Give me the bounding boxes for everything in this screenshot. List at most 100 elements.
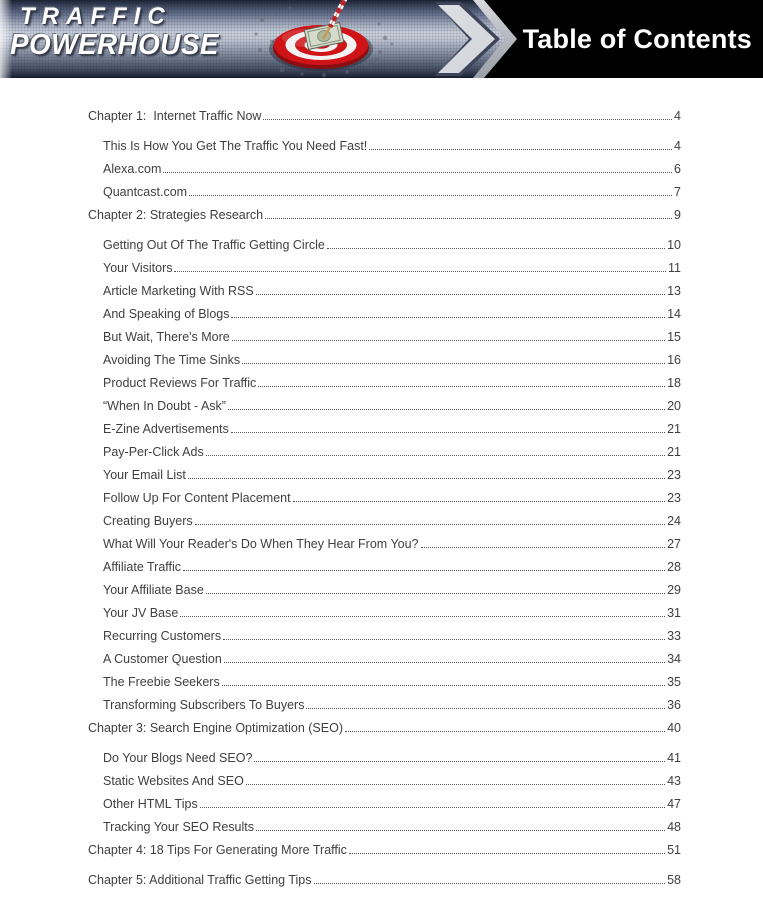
toc-entry-chapter[interactable]: Chapter 4: 18 Tips For Generating More T… (88, 843, 681, 858)
logo-line2: POWERHOUSE (10, 29, 219, 61)
dot-leader (174, 271, 667, 272)
toc-entry-page: 4 (674, 139, 681, 153)
toc-entry-page: 47 (667, 797, 681, 811)
toc-entry-sub[interactable]: E-Zine Advertisements 21 (103, 422, 681, 437)
toc-entry-sub[interactable]: Avoiding The Time Sinks 16 (103, 353, 681, 368)
toc-entry-sub[interactable]: Static Websites And SEO 43 (103, 774, 681, 789)
toc-entry-sub[interactable]: Alexa.com 6 (103, 162, 681, 177)
toc-entry-sub[interactable]: And Speaking of Blogs 14 (103, 307, 681, 322)
toc-entry-sub[interactable]: Creating Buyers 24 (103, 514, 681, 529)
toc-entry-sub[interactable]: Quantcast.com 7 (103, 185, 681, 200)
toc-entry-page: 13 (667, 284, 681, 298)
metal-gradient-panel (0, 0, 505, 78)
toc-entry-sub[interactable]: The Freebie Seekers 35 (103, 675, 681, 690)
toc-entry-chapter[interactable]: Chapter 5: Additional Traffic Getting Ti… (88, 873, 681, 888)
toc-entry-page: 36 (667, 698, 681, 712)
toc-entry-sub[interactable]: But Wait, There's More 15 (103, 330, 681, 345)
toc-entry-sub[interactable]: Article Marketing With RSS 13 (103, 284, 681, 299)
toc-entry-sub[interactable]: Your Affiliate Base 29 (103, 583, 681, 598)
toc-entry-page: 6 (674, 162, 681, 176)
toc-entry-page: 15 (667, 330, 681, 344)
toc-entry-sub[interactable]: Tracking Your SEO Results 48 (103, 820, 681, 835)
dot-leader (180, 616, 666, 617)
dot-leader (292, 501, 666, 502)
toc-entry-label: The Freebie Seekers (103, 675, 220, 689)
toc-entry-sub[interactable]: Follow Up For Content Placement 23 (103, 491, 681, 506)
dot-leader (221, 685, 666, 686)
toc-entry-page: 41 (667, 751, 681, 765)
toc-entry-sub[interactable]: What Will Your Reader's Do When They Hea… (103, 537, 681, 552)
toc-entry-page: 31 (667, 606, 681, 620)
toc-entry-page: 29 (667, 583, 681, 597)
toc-entry-sub[interactable]: Your Email List 23 (103, 468, 681, 483)
toc-entry-sub[interactable]: Getting Out Of The Traffic Getting Circl… (103, 238, 681, 253)
toc-entry-chapter[interactable]: Chapter 1: Internet Traffic Now 4 (88, 109, 681, 124)
toc-entry-page: 24 (667, 514, 681, 528)
toc-entry-page: 14 (667, 307, 681, 321)
dot-leader (187, 478, 666, 479)
dot-leader (194, 524, 666, 525)
dot-leader (245, 784, 666, 785)
toc-entry-label: Affiliate Traffic (103, 560, 182, 574)
toc-entry-sub[interactable]: Affiliate Traffic 28 (103, 560, 681, 575)
toc-entry-chapter[interactable]: Chapter 2: Strategies Research 9 (88, 208, 681, 223)
page-title: Table of Contents (522, 23, 752, 54)
dot-leader (344, 731, 666, 732)
toc-entry-sub[interactable]: Recurring Customers 33 (103, 629, 681, 644)
toc-entry-label: Chapter 1: Internet Traffic Now (88, 109, 262, 123)
toc-entry-chapter[interactable]: Chapter 3: Search Engine Optimization (S… (88, 721, 681, 736)
dot-leader (227, 409, 666, 410)
dot-leader (205, 593, 666, 594)
dot-leader (265, 218, 673, 219)
table-of-contents: Chapter 1: Internet Traffic Now 4 This I… (0, 78, 763, 888)
toc-entry-label: Creating Buyers (103, 514, 193, 528)
toc-entry-label: Avoiding The Time Sinks (103, 353, 241, 367)
dot-leader (163, 172, 673, 173)
toc-entry-sub[interactable]: Transforming Subscribers To Buyers 36 (103, 698, 681, 713)
dot-leader (189, 195, 673, 196)
toc-entry-sub[interactable]: Product Reviews For Traffic 18 (103, 376, 681, 391)
dart-icon (321, 0, 348, 40)
toc-entry-label: Your Email List (103, 468, 186, 482)
toc-entry-label: Product Reviews For Traffic (103, 376, 257, 390)
toc-entry-sub[interactable]: “When In Doubt - Ask” 20 (103, 399, 681, 414)
toc-entry-label: Static Websites And SEO (103, 774, 244, 788)
toc-entry-label: Chapter 4: 18 Tips For Generating More T… (88, 843, 347, 857)
toc-entry-page: 18 (667, 376, 681, 390)
traffic-powerhouse-logo: TRAFFIC POWERHOUSE (10, 4, 228, 61)
dot-leader (420, 547, 666, 548)
toc-entry-page: 27 (667, 537, 681, 551)
toc-entry-sub[interactable]: Pay-Per-Click Ads 21 (103, 445, 681, 460)
splatter-speckles (254, 6, 394, 78)
toc-entry-sub[interactable]: Other HTML Tips 47 (103, 797, 681, 812)
toc-entry-label: Follow Up For Content Placement (103, 491, 291, 505)
toc-entry-label: Other HTML Tips (103, 797, 198, 811)
toc-entry-label: What Will Your Reader's Do When They Hea… (103, 537, 419, 551)
toc-entry-page: 48 (667, 820, 681, 834)
toc-entry-label: Transforming Subscribers To Buyers (103, 698, 305, 712)
toc-entry-sub[interactable]: Your JV Base 31 (103, 606, 681, 621)
toc-entry-sub[interactable]: A Customer Question 34 (103, 652, 681, 667)
toc-entry-page: 10 (667, 238, 681, 252)
toc-entry-page: 20 (667, 399, 681, 413)
toc-entry-page: 35 (667, 675, 681, 689)
toc-entry-sub[interactable]: This Is How You Get The Traffic You Need… (103, 139, 681, 154)
dot-leader (313, 883, 666, 884)
toc-entry-sub[interactable]: Your Visitors 11 (103, 261, 681, 276)
toc-entry-page: 9 (674, 208, 681, 222)
toc-entry-label: Your Visitors (103, 261, 173, 275)
dot-leader (263, 119, 673, 120)
dot-leader (230, 432, 666, 433)
dot-leader (254, 761, 666, 762)
toc-entry-label: E-Zine Advertisements (103, 422, 229, 436)
toc-entry-page: 28 (667, 560, 681, 574)
toc-entry-label: Quantcast.com (103, 185, 188, 199)
toc-entry-label: Chapter 3: Search Engine Optimization (S… (88, 721, 343, 735)
dot-leader (199, 807, 666, 808)
dot-leader (258, 386, 666, 387)
toc-entry-sub[interactable]: Do Your Blogs Need SEO? 41 (103, 751, 681, 766)
toc-entry-label: Getting Out Of The Traffic Getting Circl… (103, 238, 325, 252)
left-edge-fade (0, 0, 12, 78)
dot-leader (223, 639, 666, 640)
dot-leader (348, 853, 666, 854)
